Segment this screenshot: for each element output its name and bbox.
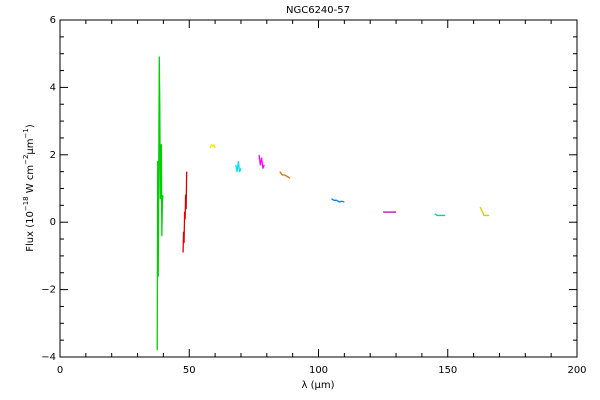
y-label-sup: −2 (22, 155, 30, 165)
y-label-part: W cm (25, 165, 36, 196)
spectrum-line (258, 154, 265, 169)
spectrum-line (235, 160, 242, 173)
x-tick-label: 0 (57, 365, 63, 376)
y-tick-label: 0 (50, 217, 56, 228)
x-tick-label: 200 (567, 365, 586, 376)
y-axis-label: Flux (10−18 W cm−2μm−1) (22, 124, 36, 252)
spectrum-line (156, 56, 164, 351)
spectrum-line (279, 171, 291, 179)
x-tick-label: 150 (438, 365, 457, 376)
spectrum-line (434, 213, 446, 217)
spectrum-line (182, 171, 188, 253)
y-tick-label: 4 (50, 82, 56, 93)
x-tick-label: 50 (183, 365, 196, 376)
y-label-sup: −18 (22, 196, 30, 211)
y-tick-label: 2 (50, 150, 56, 161)
spectrum-line (209, 144, 216, 149)
y-label-sup: −1 (22, 128, 30, 138)
plot-frame (59, 19, 578, 358)
x-axis-label: λ (μm) (301, 380, 334, 391)
y-tick-label: 6 (50, 15, 56, 26)
y-label-part: Flux (10 (25, 211, 36, 252)
spectrum-line (331, 198, 345, 203)
x-tick-label: 100 (309, 365, 328, 376)
spectrum-line (479, 206, 490, 217)
y-label-part: μm (25, 138, 36, 154)
chart-title: NGC6240-57 (286, 5, 350, 16)
y-label-part: ) (25, 124, 36, 128)
y-tick-label: −2 (41, 285, 56, 296)
y-tick-label: −4 (41, 352, 56, 363)
